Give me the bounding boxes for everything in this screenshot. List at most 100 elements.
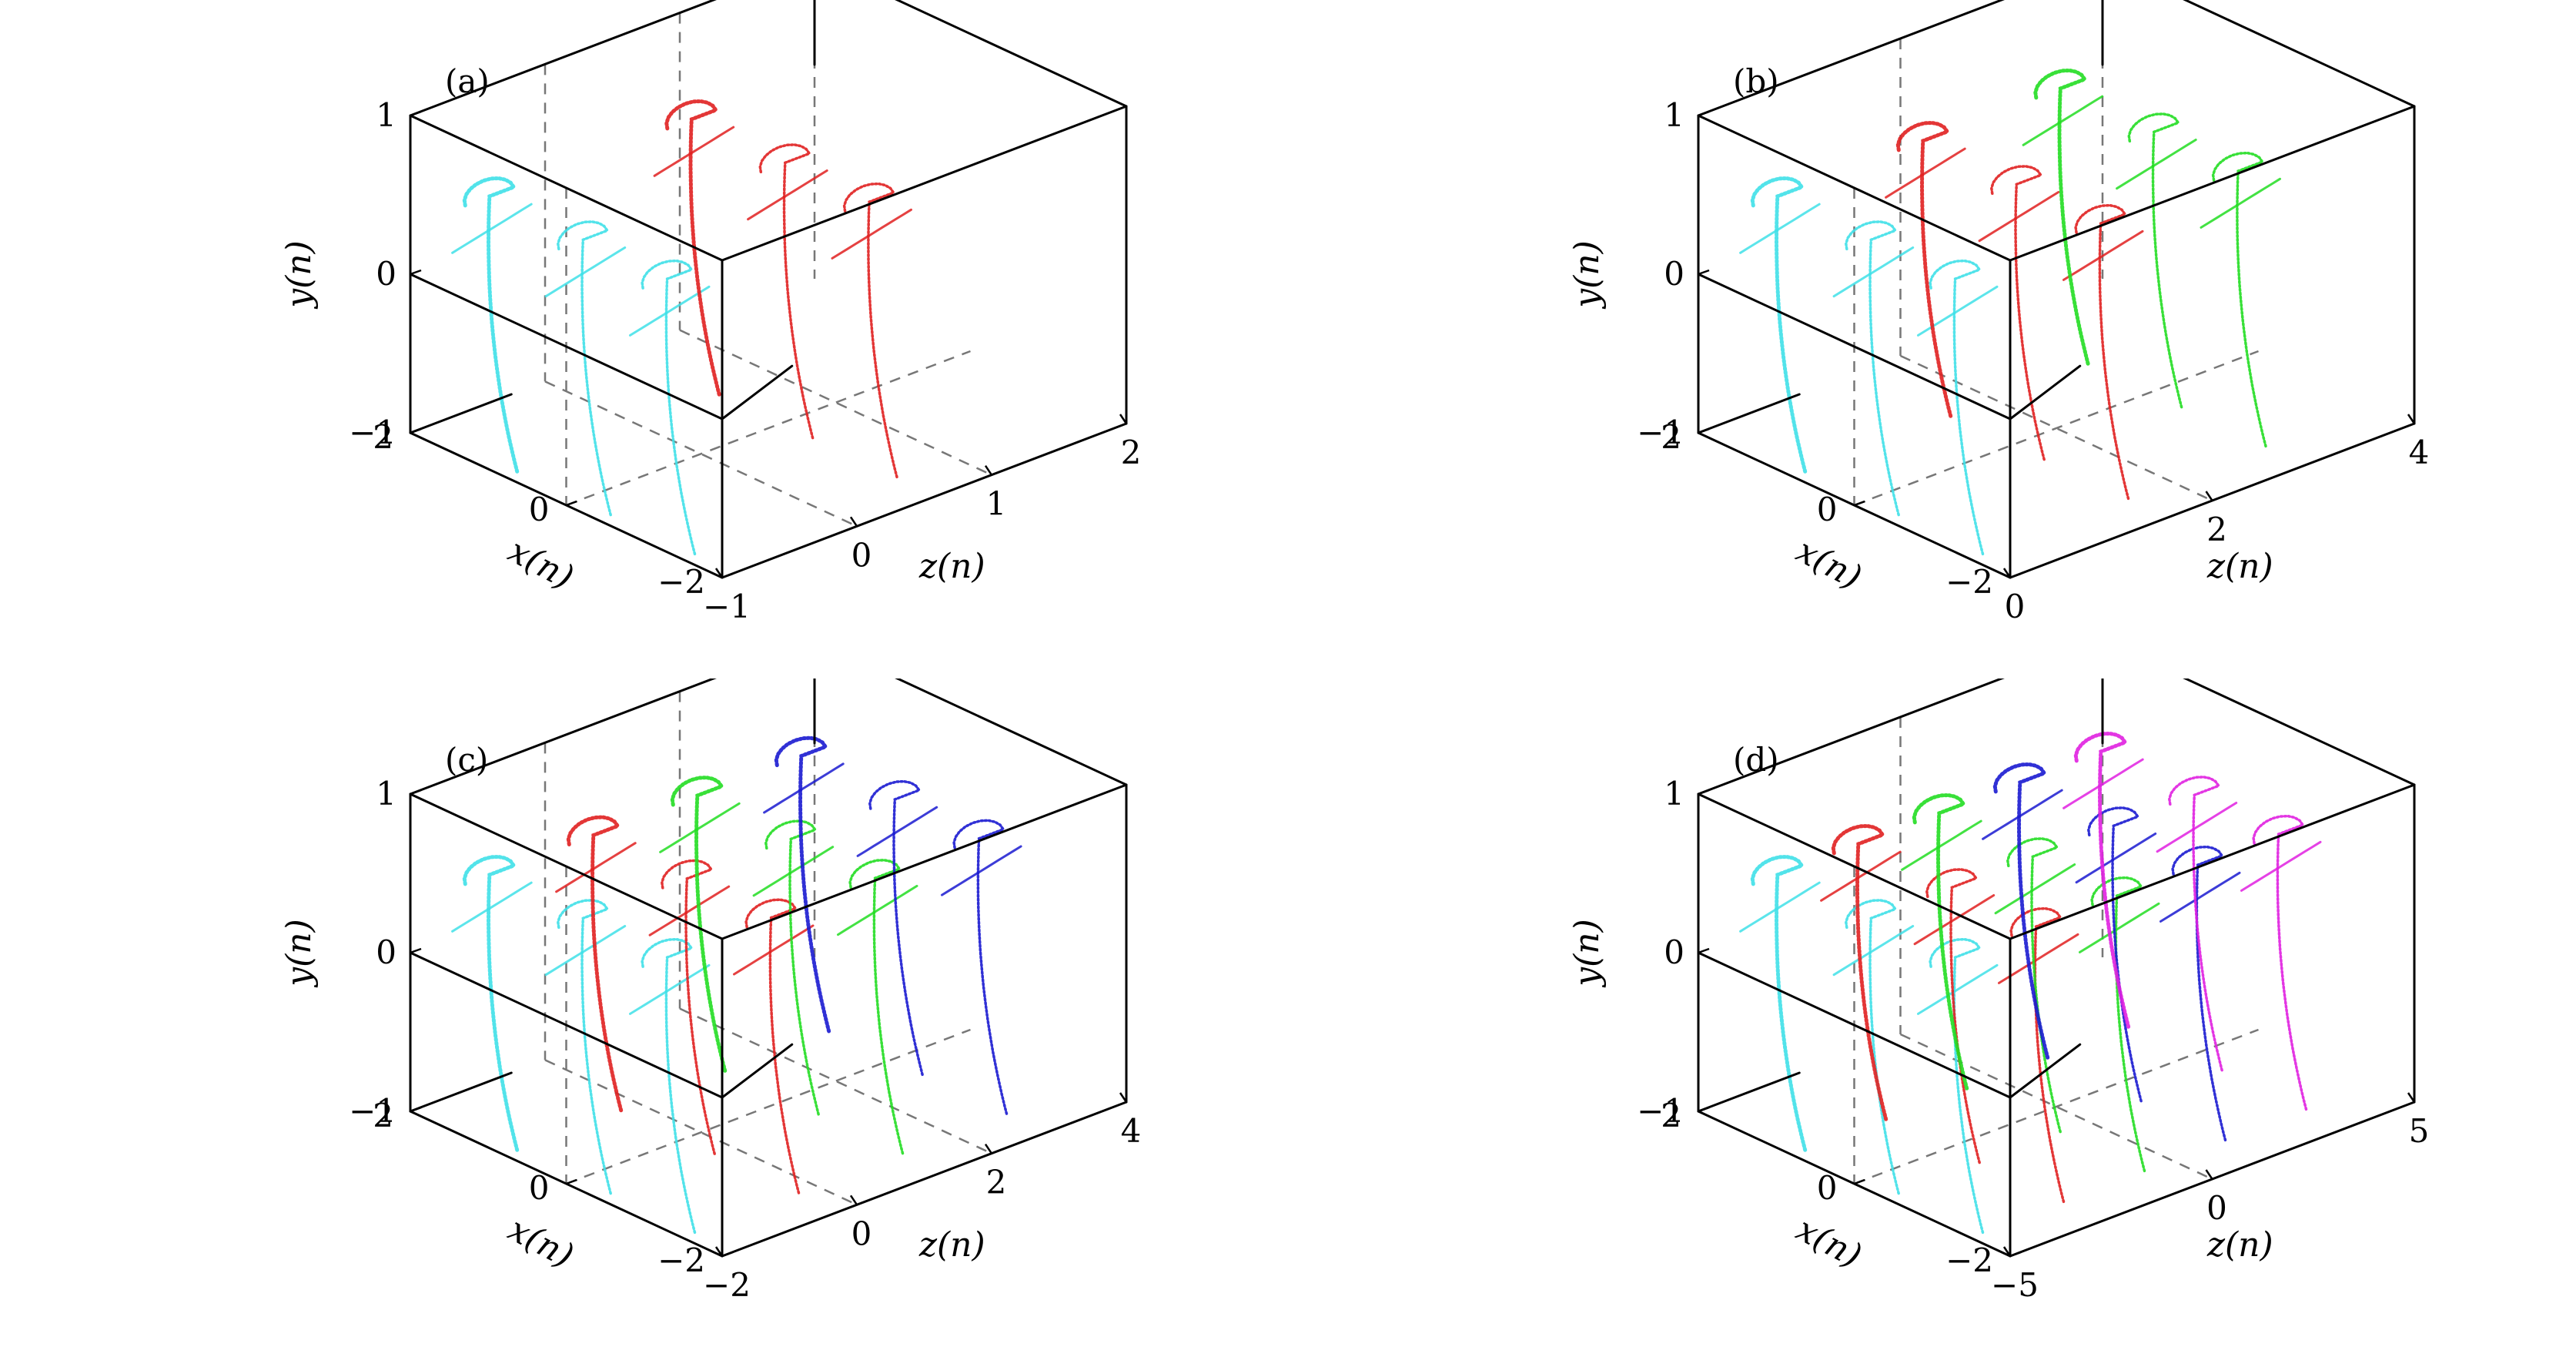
edge xyxy=(895,678,1128,786)
series-cyan-streak xyxy=(544,246,627,298)
y-axis-label: y(n) xyxy=(279,919,319,988)
depth-axis-label: x(n) xyxy=(502,531,580,598)
z-tick-label: 4 xyxy=(2409,434,2430,471)
plot-area: −1 0 1 y(n) 2 0 −2 x(n) −1 0 1 2 z(n) (a) xyxy=(279,0,1141,625)
edge xyxy=(409,678,717,796)
edge xyxy=(1697,273,2012,421)
series-green-streak xyxy=(659,802,741,853)
z-tick-label: 0 xyxy=(2005,588,2026,625)
series-red-streak xyxy=(1820,850,1902,902)
y-tick-label: 1 xyxy=(376,96,396,134)
z-tick-label: 0 xyxy=(851,536,872,574)
series-blue-streak xyxy=(2159,871,2241,923)
series-green-arc xyxy=(2090,876,2146,1174)
x-tick xyxy=(2009,572,2022,579)
series-green-arc xyxy=(2211,151,2268,450)
series-blue-arc xyxy=(2087,806,2143,1105)
panel-a: −1 0 1 y(n) 2 0 −2 x(n) −1 0 1 2 z(n) (a) xyxy=(279,0,1141,625)
axes-frame xyxy=(1697,678,2416,1258)
z-axis-label: z(n) xyxy=(918,1225,985,1265)
y-tick-label: 0 xyxy=(1664,255,1684,293)
z-tick-label: −2 xyxy=(703,1266,751,1304)
series-cyan-streak xyxy=(1739,203,1821,254)
series-red-arc xyxy=(842,182,899,481)
depth-axis-label: x(n) xyxy=(502,1210,580,1276)
z-tick-label: 0 xyxy=(851,1215,872,1252)
edge xyxy=(1697,1071,1801,1113)
data-series xyxy=(451,99,912,558)
series-cyan-arc xyxy=(557,899,613,1198)
x-tick-label: 0 xyxy=(1817,1169,1838,1207)
z-axis-label: z(n) xyxy=(918,547,985,586)
series-red-streak xyxy=(733,924,815,976)
x-tick xyxy=(1854,1178,1865,1185)
y-tick xyxy=(1698,269,1710,276)
series-cyan-streak xyxy=(544,925,627,977)
z-tick xyxy=(2205,491,2213,501)
series-green-arc xyxy=(2033,68,2091,368)
series-cyan-arc xyxy=(462,176,520,476)
z-tick-label: 1 xyxy=(986,485,1007,523)
axis-labels: −1 0 1 y(n) 2 0 −2 x(n) −5 0 5 z(n) xyxy=(1567,775,2429,1304)
series-red-arc xyxy=(2009,906,2066,1205)
z-tick-label: −1 xyxy=(703,588,751,625)
series-cyan-streak xyxy=(629,963,711,1015)
z-tick-label: 5 xyxy=(2409,1112,2430,1150)
series-red-streak xyxy=(1998,933,2079,984)
z-tick xyxy=(2407,414,2416,424)
edge xyxy=(895,0,1128,108)
edge xyxy=(2009,1043,2082,1099)
grid-line xyxy=(566,1028,971,1185)
series-cyan-streak xyxy=(1832,925,1915,977)
y-tick-label: 0 xyxy=(376,933,396,971)
series-green-streak xyxy=(2116,139,2197,190)
y-tick xyxy=(1698,789,1710,796)
edge xyxy=(1697,393,1801,434)
y-axis-label: y(n) xyxy=(1567,240,1607,310)
x-tick xyxy=(410,427,422,434)
series-red-arc xyxy=(1925,868,1982,1167)
z-tick-label: 4 xyxy=(1121,1112,1142,1150)
z-tick xyxy=(1119,414,1128,424)
axes-frame xyxy=(409,0,1128,579)
series-cyan-arc xyxy=(1750,176,1808,476)
z-tick-label: 2 xyxy=(2206,511,2227,548)
series-green-streak xyxy=(837,884,918,936)
edge xyxy=(721,1101,1128,1258)
series-cyan-arc xyxy=(1750,854,1808,1154)
edge xyxy=(409,393,513,434)
series-cyan-streak xyxy=(1917,963,1999,1015)
series-red-arc xyxy=(1831,823,1889,1124)
y-tick-label: 1 xyxy=(1664,96,1684,134)
edge xyxy=(721,105,1128,262)
edge xyxy=(1697,0,2005,117)
x-tick xyxy=(1854,500,1865,507)
z-tick xyxy=(984,464,993,476)
series-green-streak xyxy=(752,846,835,897)
y-tick xyxy=(410,110,422,117)
z-tick xyxy=(714,568,724,578)
edge xyxy=(721,422,1128,579)
x-tick xyxy=(410,1106,422,1113)
series-red-streak xyxy=(831,208,912,260)
series-red-streak xyxy=(1978,191,2060,243)
series-green-arc xyxy=(2006,837,2062,1136)
y-tick xyxy=(410,269,422,276)
y-axis-label: y(n) xyxy=(1567,919,1607,988)
series-red-arc xyxy=(566,815,624,1114)
series-magenta-arc xyxy=(2168,776,2224,1074)
z-tick-label: −5 xyxy=(1991,1266,2039,1304)
x-tick-label: 0 xyxy=(1817,491,1838,528)
z-tick xyxy=(2407,1092,2416,1103)
z-tick xyxy=(1119,1092,1128,1103)
series-green-streak xyxy=(1901,819,1982,871)
axes-frame xyxy=(409,678,1128,1258)
edge xyxy=(1697,114,2012,262)
x-tick xyxy=(721,572,734,579)
series-blue-arc xyxy=(1992,762,2050,1062)
plot-area: −1 0 1 y(n) 2 0 −2 x(n) −2 0 2 4 z(n) (c) xyxy=(279,678,1141,1304)
panel-label: (b) xyxy=(1733,62,1779,100)
series-cyan-streak xyxy=(1832,246,1915,298)
